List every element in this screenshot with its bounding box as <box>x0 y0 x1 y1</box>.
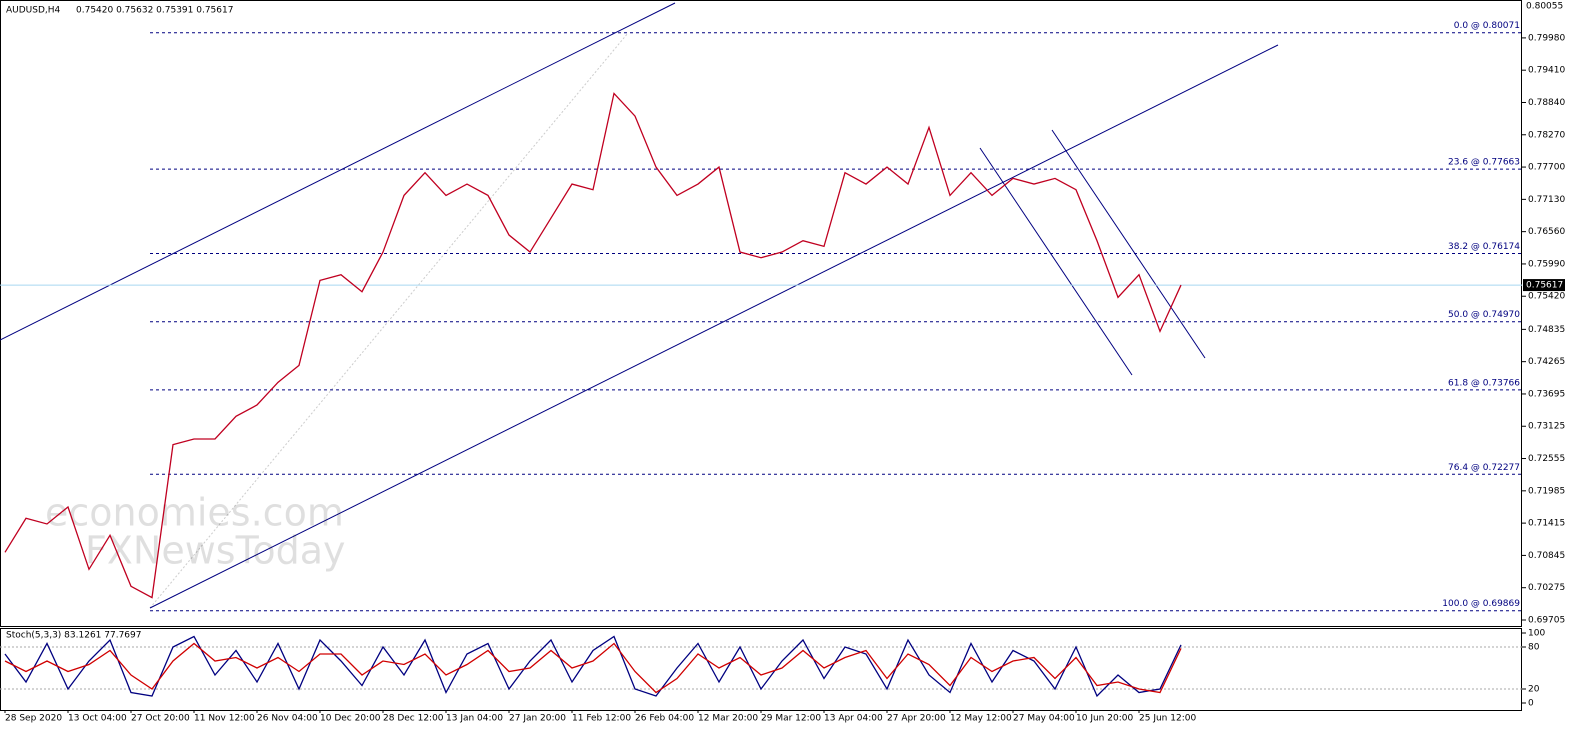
x-tick-label: 27 Apr 20:00 <box>887 714 946 724</box>
y-tick-label: 0.71985 <box>1528 486 1565 496</box>
ohlc-text: 0.75420 0.75632 0.75391 0.75617 <box>76 6 233 16</box>
fib-label: 0.0 @ 0.80071 <box>1454 21 1520 31</box>
x-tick-label: 26 Feb 04:00 <box>635 714 694 724</box>
x-tick-label: 27 Oct 20:00 <box>131 714 190 724</box>
y-tick-label: 0.78840 <box>1528 98 1565 108</box>
fib-label: 38.2 @ 0.76174 <box>1448 242 1520 252</box>
y-tick-label: 0.75420 <box>1528 292 1565 302</box>
fib-label: 61.8 @ 0.73766 <box>1448 378 1520 388</box>
x-tick-label: 13 Oct 04:00 <box>68 714 127 724</box>
y-tick-label: 0.76560 <box>1528 227 1565 237</box>
y-tick-label: 0.79410 <box>1528 66 1565 76</box>
y-max-label: 0.80055 <box>1526 2 1563 12</box>
y-tick-label: 0.77700 <box>1528 163 1565 173</box>
y-tick-label: 0.75990 <box>1528 259 1565 269</box>
y-tick-label: 0.70275 <box>1528 583 1565 593</box>
x-tick-label: 27 Jan 20:00 <box>509 714 566 724</box>
y-tick-label: 0.70845 <box>1528 551 1565 561</box>
y-tick-label: 0.74835 <box>1528 325 1565 335</box>
fib-base-line <box>149 32 629 609</box>
x-tick-label: 11 Nov 12:00 <box>194 714 255 724</box>
watermark: economies.com <box>45 491 344 535</box>
y-tick-label: 0.72555 <box>1528 454 1565 464</box>
x-tick-label: 27 May 04:00 <box>1013 714 1075 724</box>
channel-line <box>979 147 1133 376</box>
y-tick-label: 0.78270 <box>1528 130 1565 140</box>
x-tick-label: 28 Sep 2020 <box>5 714 62 724</box>
x-tick-label: 28 Dec 12:00 <box>383 714 444 724</box>
y-tick-label: 0.73695 <box>1528 389 1565 399</box>
series-line <box>4 642 1182 694</box>
x-tick-label: 13 Jan 04:00 <box>446 714 503 724</box>
x-tick-label: 10 Dec 20:00 <box>320 714 381 724</box>
y-tick-label: 0.77130 <box>1528 195 1565 205</box>
fib-label: 100.0 @ 0.69869 <box>1442 599 1520 609</box>
main-panel <box>0 0 1522 627</box>
x-tick-label: 25 Jun 12:00 <box>1139 714 1196 724</box>
stoch-title: Stoch(5,3,3) 83.1261 77.7697 <box>6 631 141 641</box>
watermark: FXNewsToday <box>85 529 345 573</box>
series-line <box>4 92 1182 599</box>
x-tick-label: 29 Mar 12:00 <box>761 714 821 724</box>
y-tick-label: 80 <box>1528 643 1540 653</box>
x-tick-label: 12 Mar 20:00 <box>698 714 758 724</box>
x-tick-label: 26 Nov 04:00 <box>257 714 318 724</box>
fib-label: 23.6 @ 0.77663 <box>1448 158 1520 168</box>
current-price-label: 0.75617 <box>1526 281 1563 291</box>
y-tick-label: 0.73125 <box>1528 422 1565 432</box>
x-tick-label: 11 Feb 12:00 <box>572 714 631 724</box>
fib-label: 76.4 @ 0.72277 <box>1448 463 1520 473</box>
y-tick-label: 0.79980 <box>1528 33 1565 43</box>
y-tick-label: 0 <box>1528 699 1534 709</box>
y-tick-label: 20 <box>1528 685 1540 695</box>
y-tick-label: 0.74265 <box>1528 357 1565 367</box>
series-line <box>4 635 1182 698</box>
y-tick-label: 0.71415 <box>1528 519 1565 529</box>
x-tick-label: 10 Jun 20:00 <box>1076 714 1133 724</box>
channel-line <box>1051 129 1206 359</box>
stoch-panel <box>0 628 1522 711</box>
y-tick-label: 100 <box>1528 629 1545 639</box>
fib-label: 50.0 @ 0.74970 <box>1448 310 1520 320</box>
x-tick-label: 12 May 12:00 <box>950 714 1012 724</box>
price-box <box>1523 279 1565 292</box>
channel-line <box>149 44 1279 609</box>
y-tick-label: 0.69705 <box>1528 615 1565 625</box>
x-tick-label: 13 Apr 04:00 <box>824 714 883 724</box>
channel-line <box>0 2 676 341</box>
symbol-title: AUDUSD,H4 <box>6 6 61 16</box>
